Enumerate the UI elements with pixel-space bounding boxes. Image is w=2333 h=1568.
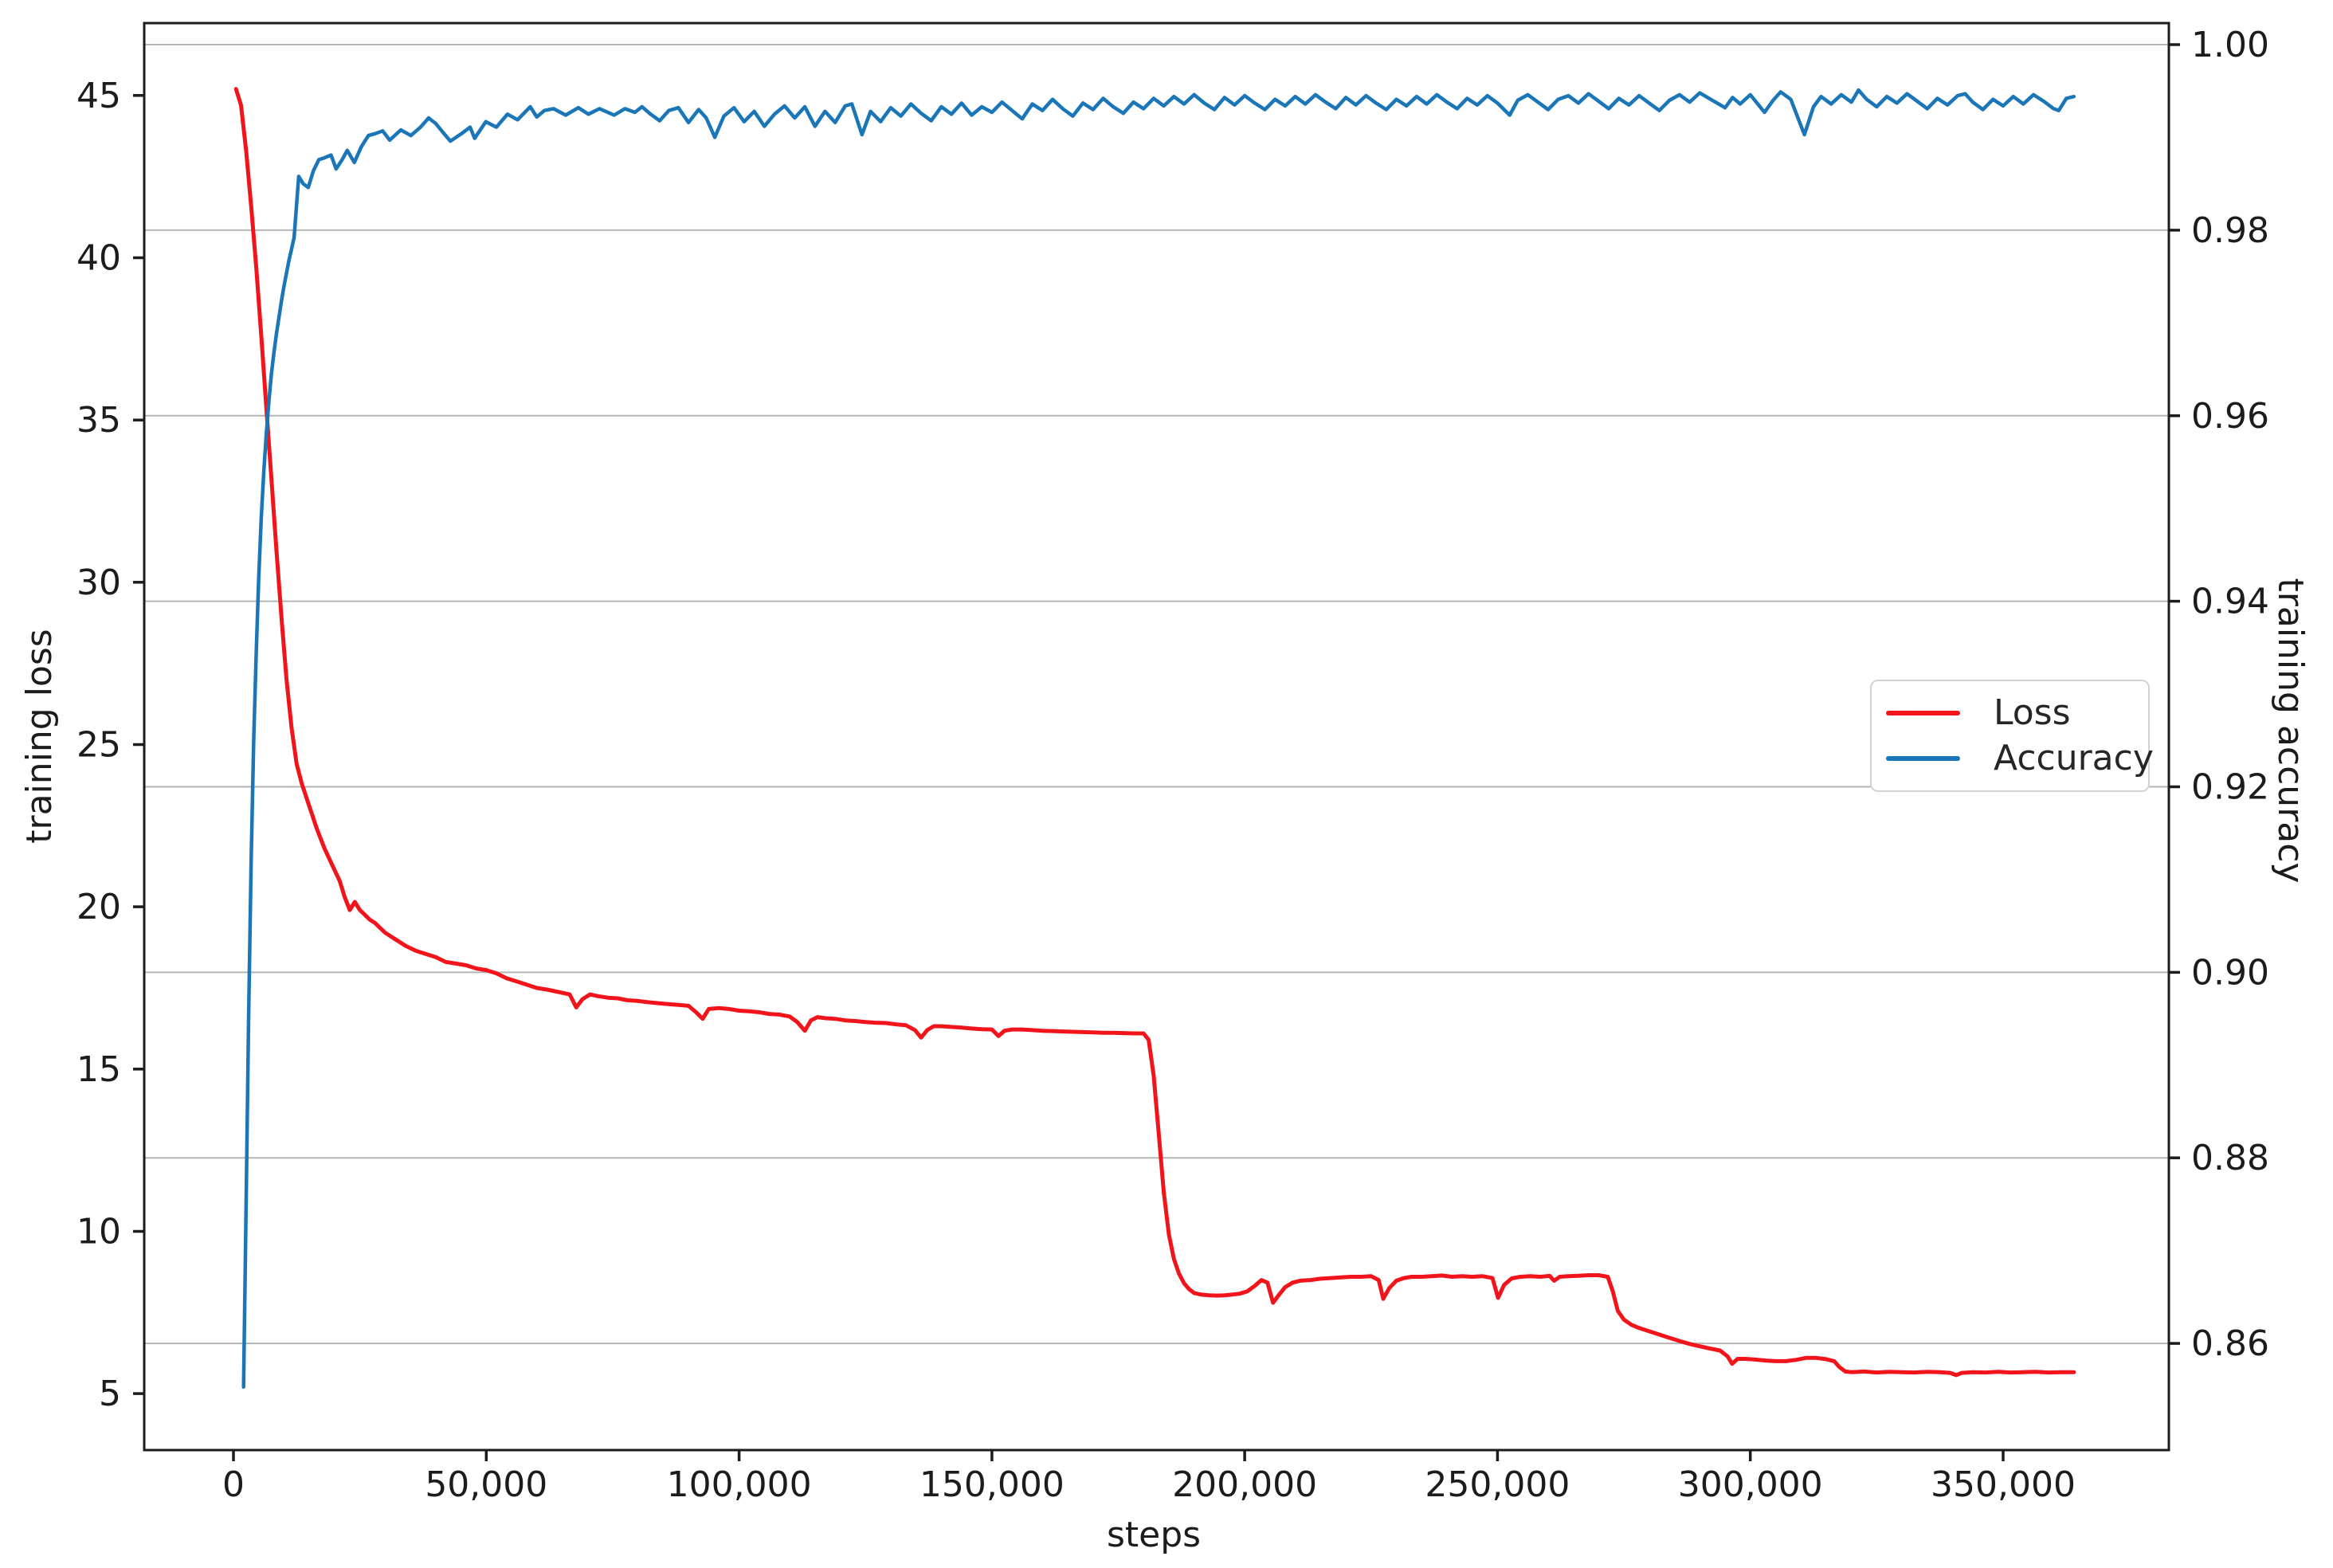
legend-item-accuracy: Accuracy: [1872, 740, 2154, 776]
legend-item-loss: Loss: [1872, 696, 2148, 731]
x-tick-label: 200,000: [1172, 1464, 1317, 1505]
x-tick-label: 150,000: [919, 1464, 1065, 1505]
y-tick-label-right: 0.92: [2191, 767, 2269, 808]
y-tick-label-left: 30: [76, 563, 121, 603]
y-tick-label-right: 0.86: [2191, 1323, 2269, 1364]
y-tick-label-right: 0.94: [2191, 582, 2269, 622]
legend-label-accuracy: Accuracy: [1994, 737, 2154, 778]
y-tick-label-left: 45: [76, 76, 121, 116]
left-axis-title: training loss: [19, 629, 60, 844]
accuracy-line-swatch: [1886, 755, 1960, 761]
x-axis-title: steps: [1106, 1515, 1202, 1555]
y-tick-label-left: 35: [76, 400, 121, 441]
loss-line-swatch: [1886, 711, 1960, 716]
plot-border: [143, 22, 2170, 1452]
x-tick-label: 0: [222, 1464, 245, 1505]
x-tick-label: 350,000: [1931, 1464, 2076, 1505]
y-tick-label-right: 0.96: [2191, 396, 2269, 437]
legend-label-loss: Loss: [1994, 692, 2071, 734]
accuracy-curve: [241, 88, 2076, 1390]
y-tick-label-right: 1.00: [2191, 25, 2269, 65]
x-tick-label: 100,000: [667, 1464, 812, 1505]
y-tick-label-right: 0.98: [2191, 210, 2269, 251]
y-tick-label-right: 0.88: [2191, 1138, 2269, 1178]
y-tick-label-left: 10: [76, 1212, 121, 1252]
x-tick-label: 50,000: [425, 1464, 547, 1505]
y-tick-label-left: 5: [99, 1374, 121, 1414]
x-tick-label: 300,000: [1678, 1464, 1823, 1505]
x-tick-label: 250,000: [1425, 1464, 1570, 1505]
y-tick-label-left: 20: [76, 887, 121, 927]
loss-curve: [233, 87, 2076, 1378]
y-tick-label-left: 25: [76, 725, 121, 766]
y-tick-label-left: 40: [76, 238, 121, 279]
right-axis-title: training accuracy: [2270, 578, 2311, 884]
y-tick-label-right: 0.90: [2191, 952, 2269, 993]
y-tick-label-left: 15: [76, 1049, 121, 1090]
legend: Loss Accuracy: [1870, 680, 2154, 792]
